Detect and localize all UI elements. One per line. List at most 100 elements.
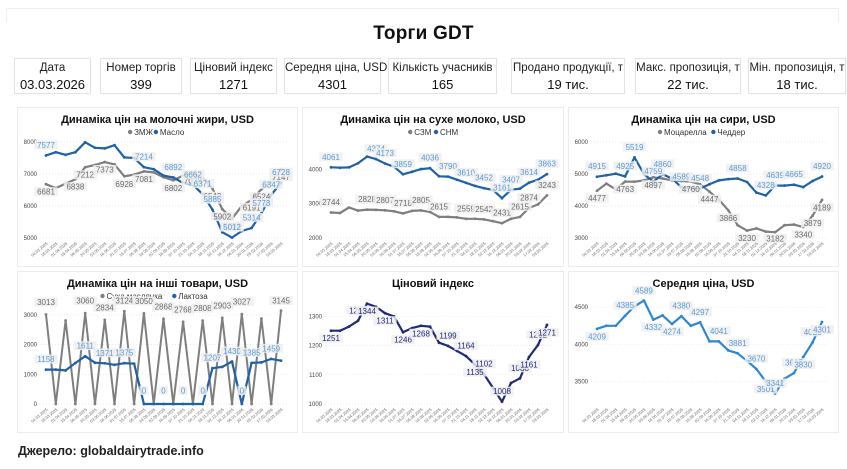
data-point	[113, 363, 116, 367]
y-tick-label: 5000	[575, 172, 589, 178]
kpi-label: Номер торгів	[106, 62, 176, 74]
data-point	[437, 215, 441, 219]
y-tick-label: 5000	[24, 236, 38, 242]
data-label-bg	[181, 169, 205, 179]
data-label: 6347	[262, 180, 280, 189]
data-point	[132, 402, 136, 406]
data-label: 3452	[475, 174, 493, 183]
data-point	[708, 190, 711, 194]
data-label: 2903	[213, 301, 231, 310]
data-point	[482, 218, 486, 221]
data-point	[811, 214, 815, 217]
data-point	[527, 181, 531, 185]
data-label: 3341	[766, 379, 784, 388]
y-tick-label: 0	[34, 402, 38, 408]
data-point	[698, 320, 702, 324]
data-label: 4915	[588, 162, 606, 171]
data-point	[651, 318, 655, 322]
data-label-bg	[490, 183, 514, 193]
data-point	[820, 175, 824, 178]
data-point	[44, 313, 48, 316]
data-point	[614, 324, 618, 328]
data-label: 1199	[439, 331, 457, 340]
legend-marker-blue	[172, 293, 177, 299]
chart-panel-milk-powder: Динаміка цін на сухе молоко, USD СЗМ СНМ 20…	[302, 107, 564, 267]
y-tick-label: 7000	[24, 172, 38, 178]
data-point	[122, 361, 126, 365]
data-point	[338, 166, 342, 170]
data-label: 2768	[174, 305, 192, 314]
data-label-bg	[161, 183, 185, 193]
data-label: 3407	[502, 175, 520, 184]
data-point	[171, 176, 175, 179]
data-label: 4301	[813, 325, 831, 334]
data-label-bg	[688, 173, 712, 183]
data-point	[365, 302, 369, 305]
data-point	[220, 365, 224, 369]
data-label-bg	[220, 346, 244, 356]
chart-title: Динаміка цін на сири, USD	[631, 114, 775, 126]
data-point	[401, 172, 405, 176]
legend-label: СНМ	[440, 128, 459, 137]
data-label-bg	[535, 180, 559, 190]
data-point	[595, 327, 599, 331]
data-point	[83, 140, 87, 144]
data-point	[73, 150, 77, 154]
kpi-value: 399	[130, 77, 152, 92]
data-label: 3830	[794, 361, 812, 370]
data-label: 4589	[672, 173, 690, 182]
data-point	[464, 354, 468, 358]
legend-marker-gray	[408, 129, 413, 135]
data-point	[518, 376, 522, 380]
data-label-bg	[454, 341, 478, 351]
legend-label: Масло	[160, 128, 185, 137]
kpi-value: 18 тис.	[776, 77, 818, 92]
data-point	[500, 400, 504, 404]
data-point	[142, 170, 146, 173]
kpi-participants: Кількість учасників 165	[388, 58, 497, 94]
data-point	[250, 402, 254, 406]
data-label: 3243	[538, 181, 556, 190]
data-label-bg	[517, 167, 541, 177]
data-label-bg	[716, 213, 740, 223]
data-label-bg	[191, 179, 215, 189]
data-label: 4759	[644, 167, 662, 176]
data-point	[536, 203, 540, 206]
data-label: 1251	[322, 334, 340, 343]
data-point	[670, 322, 674, 326]
kpi-label: Кількість учасників	[392, 62, 493, 74]
data-label-bg	[535, 159, 559, 169]
data-label: 4380	[672, 302, 690, 311]
data-label-bg	[517, 193, 541, 203]
data-point	[745, 180, 749, 184]
data-label: 3060	[76, 297, 94, 306]
top-frame	[6, 8, 839, 22]
data-label-bg	[191, 303, 215, 313]
data-point	[54, 402, 58, 406]
kpi-label: Продано продукції, т	[512, 62, 624, 74]
data-label-bg	[763, 234, 787, 243]
data-label-bg	[237, 386, 247, 395]
data-point	[279, 359, 283, 363]
data-point	[171, 402, 175, 406]
data-point	[392, 209, 396, 213]
data-label-bg	[613, 161, 637, 171]
data-label-bg	[472, 359, 496, 369]
data-label: 4328	[757, 181, 775, 190]
data-label: 4041	[710, 327, 728, 336]
data-point	[171, 178, 175, 182]
data-label-bg	[373, 195, 397, 205]
data-label-bg	[63, 182, 87, 192]
chart-svg-other: Динаміка цін на інші товари, USDСуха мас…	[24, 278, 293, 424]
data-point	[347, 325, 351, 329]
data-label-bg	[791, 360, 815, 370]
data-label: 2431	[493, 209, 511, 218]
data-point	[623, 314, 627, 318]
data-point	[689, 324, 693, 328]
data-point	[103, 318, 107, 322]
chart-svg-avg-price: Середня ціна, USD35004000450004.03.20251…	[575, 278, 834, 424]
y-tick-label: 4500	[575, 305, 589, 311]
data-label: 0	[161, 387, 166, 396]
data-label: 7577	[37, 141, 55, 150]
data-label: 3182	[766, 235, 784, 244]
